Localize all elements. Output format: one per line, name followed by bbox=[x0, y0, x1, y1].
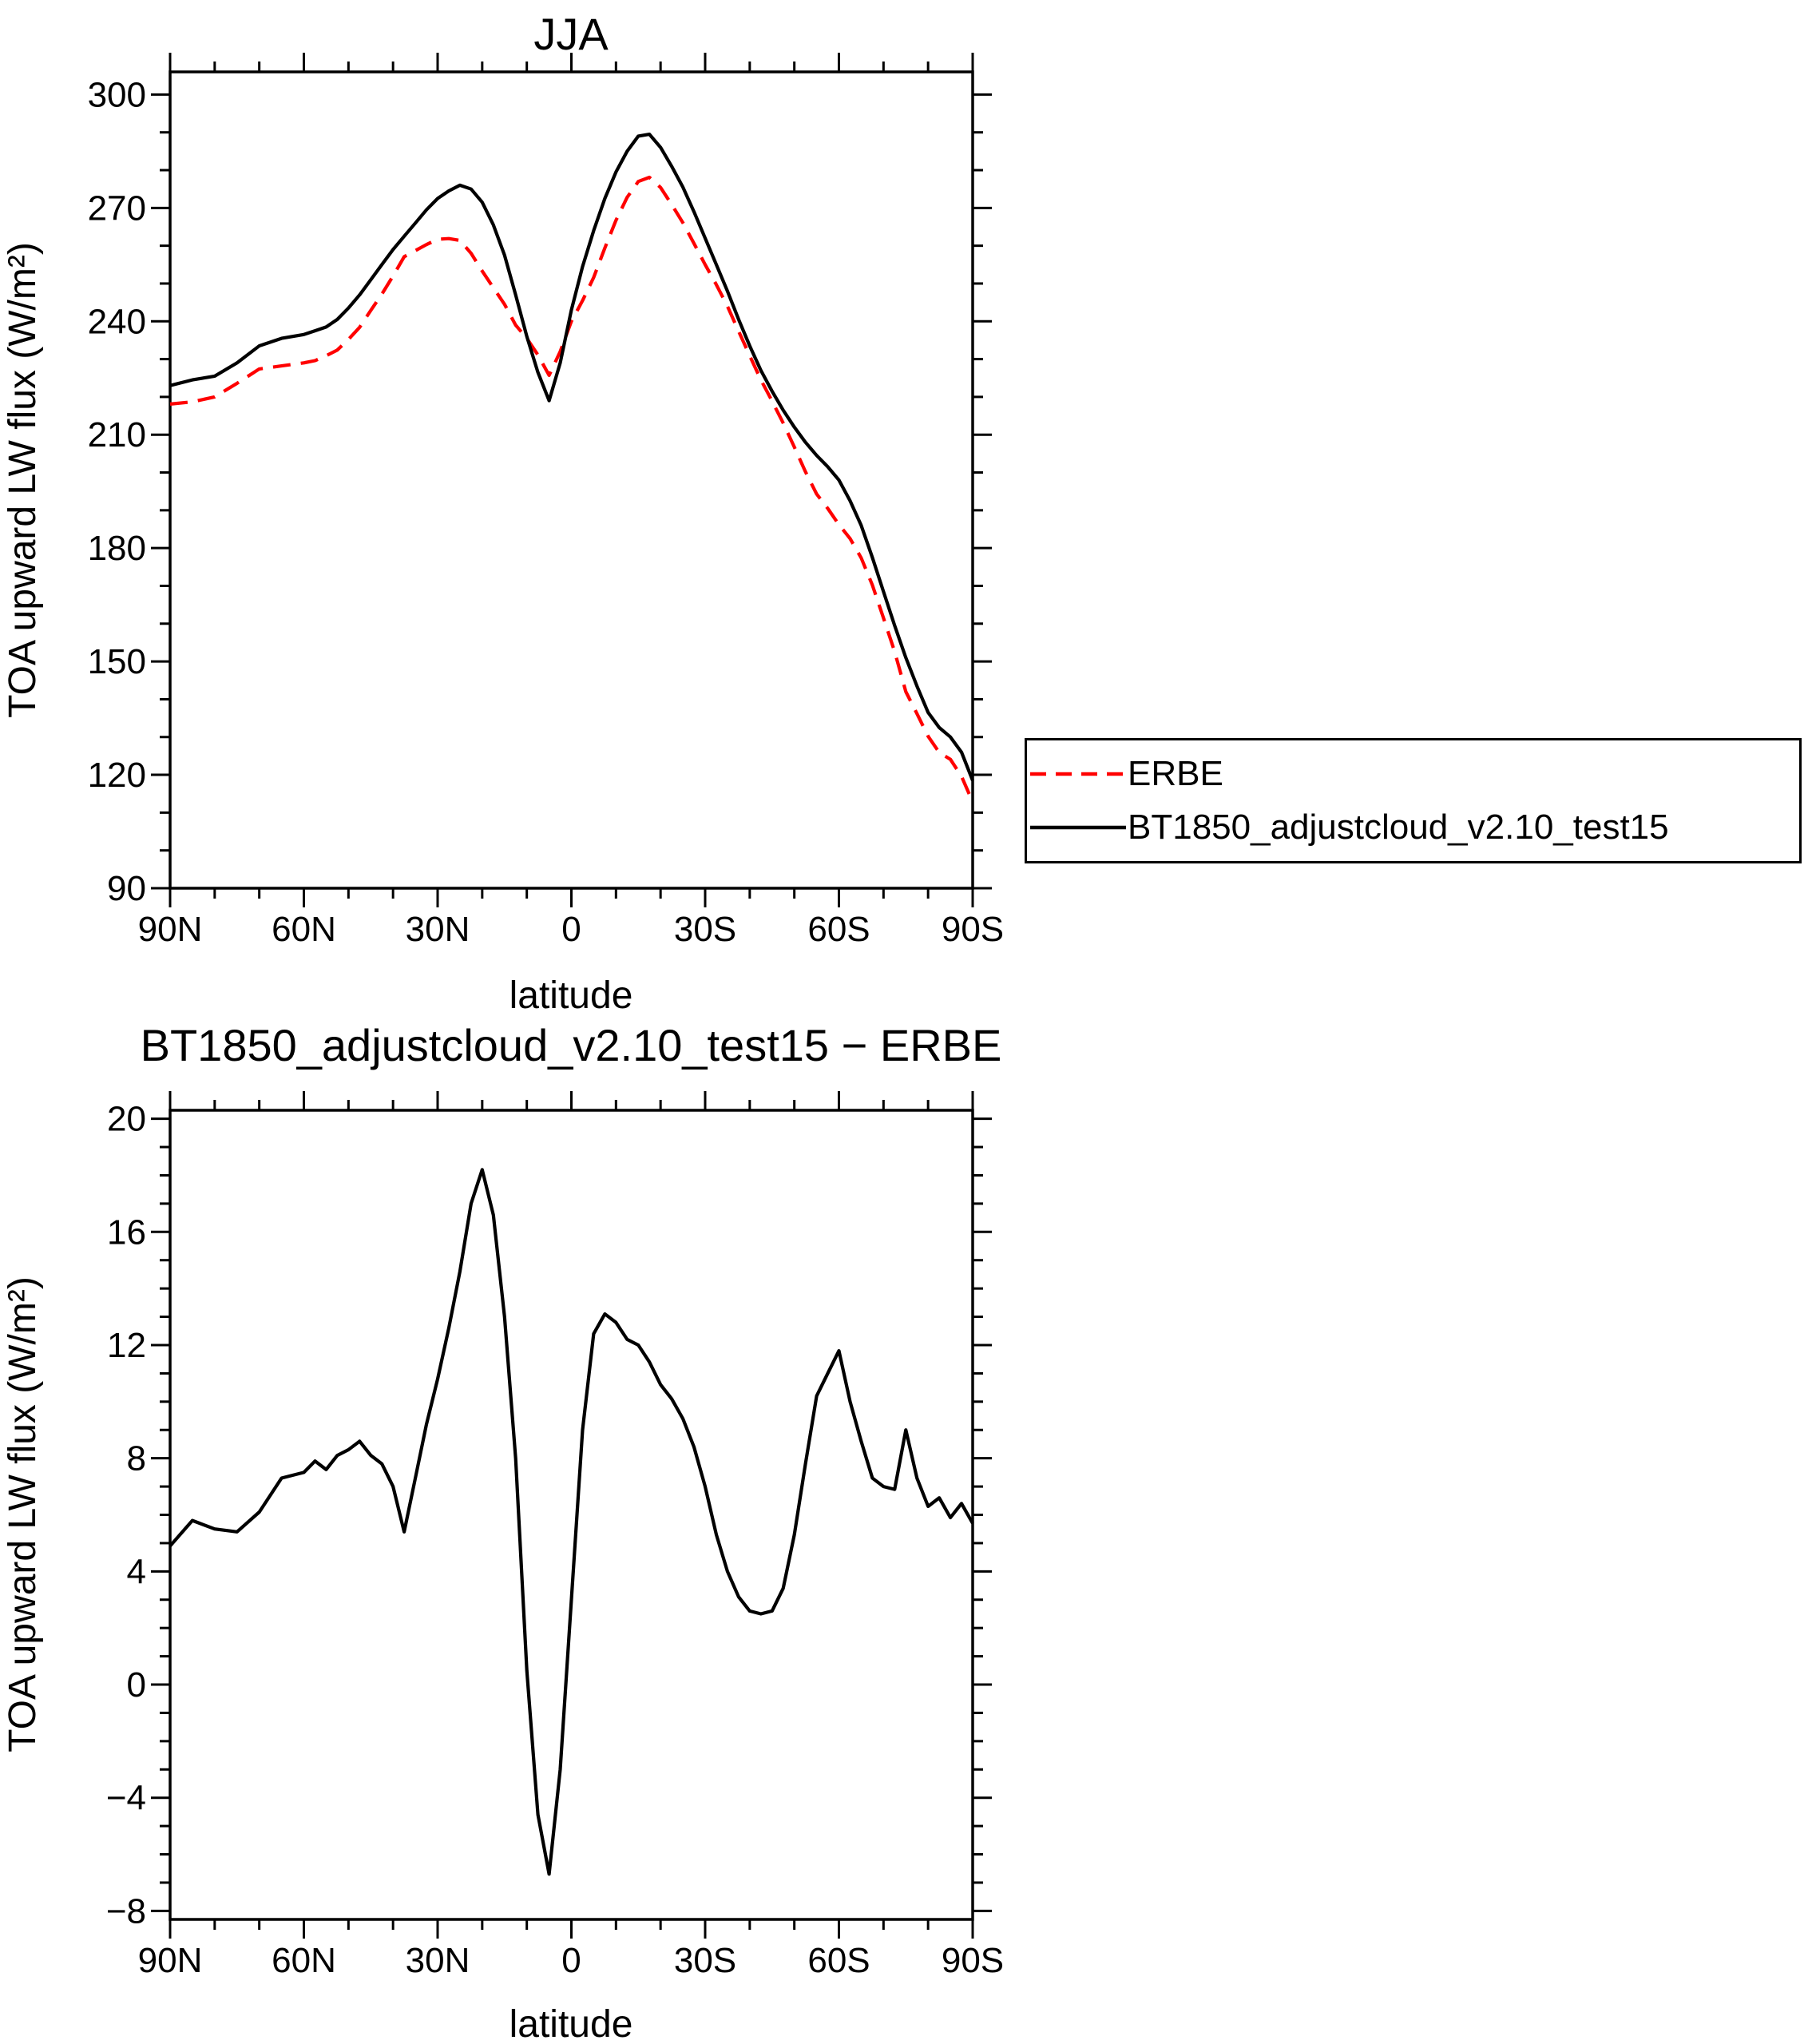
x-tick-label: 90S bbox=[942, 1941, 1004, 1980]
y-tick-label: 270 bbox=[88, 189, 146, 228]
bottom-x-axis-title: latitude bbox=[509, 2003, 633, 2044]
x-tick-label: 0 bbox=[561, 910, 581, 949]
y-tick-label: 20 bbox=[107, 1100, 146, 1139]
series-line-BT1850_adjustcloud_v2.10_test15 − ERBE bbox=[169, 1168, 974, 1876]
x-tick-label: 90S bbox=[942, 910, 1004, 949]
y-tick-label: 210 bbox=[88, 415, 146, 454]
top-chart: JJA TOA upward LW flux (W/m²) latitude 9… bbox=[2, 9, 1004, 1017]
top-x-axis-title: latitude bbox=[509, 974, 633, 1017]
x-tick-label: 90N bbox=[138, 1941, 203, 1980]
x-tick-label: 60N bbox=[272, 1941, 336, 1980]
y-tick-label: 8 bbox=[127, 1439, 146, 1478]
y-tick-label: 180 bbox=[88, 529, 146, 568]
bottom-chart: BT1850_adjustcloud_v2.10_test15 − ERBE T… bbox=[2, 1020, 1004, 2044]
x-tick-label: 30N bbox=[406, 910, 470, 949]
y-tick-label: 12 bbox=[107, 1326, 146, 1365]
y-tick-label: 0 bbox=[127, 1665, 146, 1705]
bottom-y-axis-title: TOA upward LW flux (W/m²) bbox=[2, 1276, 44, 1752]
y-tick-label: 90 bbox=[107, 869, 146, 908]
x-tick-label: 30N bbox=[406, 1941, 470, 1980]
y-tick-label: −4 bbox=[106, 1779, 146, 1818]
plot-border bbox=[169, 1109, 974, 1921]
x-tick-label: 60N bbox=[272, 910, 336, 949]
y-tick-label: 300 bbox=[88, 75, 146, 114]
bottom-chart-plot-area: 90N 60N 30N 0 30S 60S 90S −8 −4 0 4 8 12 16 20 bbox=[106, 1091, 1004, 1980]
legend: ERBE BT1850_adjustcloud_v2.10_test15 bbox=[1025, 738, 1802, 863]
legend-entry-erbe: ERBE bbox=[1030, 754, 1799, 794]
x-tick-label: 90N bbox=[138, 910, 203, 949]
top-y-axis-title: TOA upward LW flux (W/m²) bbox=[2, 242, 44, 718]
y-tick-label: 120 bbox=[88, 756, 146, 795]
legend-entry-model: BT1850_adjustcloud_v2.10_test15 bbox=[1030, 808, 1799, 847]
x-tick-label: 60S bbox=[807, 1941, 870, 1980]
y-tick-label: 4 bbox=[127, 1552, 146, 1591]
top-chart-title: JJA bbox=[533, 9, 609, 59]
x-tick-label: 30S bbox=[674, 1941, 736, 1980]
x-tick-label: 0 bbox=[561, 1941, 581, 1980]
legend-label-erbe: ERBE bbox=[1128, 754, 1223, 793]
legend-label-model: BT1850_adjustcloud_v2.10_test15 bbox=[1128, 808, 1669, 847]
x-tick-label: 60S bbox=[807, 910, 870, 949]
x-tick-label: 30S bbox=[674, 910, 736, 949]
y-tick-label: 240 bbox=[88, 302, 146, 341]
erbe-dashed-line-sample bbox=[1030, 772, 1126, 776]
y-tick-label: 150 bbox=[88, 642, 146, 681]
series-line-ERBE bbox=[169, 175, 974, 803]
model-solid-line-sample bbox=[1030, 825, 1126, 830]
y-tick-label: −8 bbox=[106, 1891, 146, 1931]
top-chart-plot-area: 90N 60N 30N 0 30S 60S 90S 90 120 150 180 210 240 270 3… bbox=[88, 53, 1004, 949]
bottom-chart-title: BT1850_adjustcloud_v2.10_test15 − ERBE bbox=[141, 1020, 1002, 1070]
y-tick-label: 16 bbox=[107, 1213, 146, 1252]
series-line-BT1850_adjustcloud_v2.10_test15 bbox=[169, 133, 974, 781]
plot-border bbox=[169, 70, 974, 890]
